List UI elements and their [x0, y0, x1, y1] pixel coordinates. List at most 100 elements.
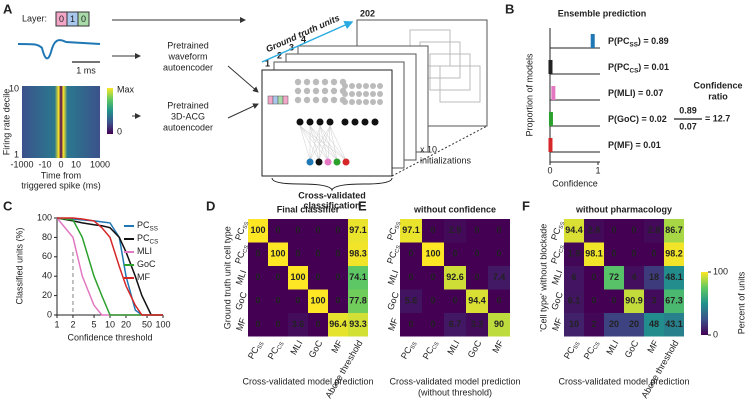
cell-label: 0 [295, 296, 300, 306]
row-label: PCSS [549, 219, 567, 242]
input-node [272, 95, 279, 105]
cell-label: 0 [255, 319, 260, 329]
cell-label: 74.1 [349, 272, 367, 282]
edge [319, 125, 329, 161]
column-label: GoC [307, 338, 325, 359]
panel-letter: C [3, 198, 13, 213]
latent-node [341, 118, 349, 126]
heatmap-cell [584, 219, 604, 243]
hidden-node [303, 78, 311, 86]
heatmap-cell [348, 242, 368, 266]
unit-index: 3 [289, 42, 294, 52]
encoder-label: Pretrained [167, 100, 209, 110]
ratio-denominator: 0.07 [679, 121, 697, 131]
heatmap-cell [288, 289, 308, 313]
row-label-run: P(MLI) = 0.07 [608, 88, 663, 98]
output-label: classification [303, 200, 360, 210]
heatmap-cell [604, 242, 624, 266]
hidden-node [312, 78, 320, 86]
layer-bit: 0 [81, 14, 86, 24]
cell-label: 94.4 [565, 225, 583, 235]
cell-label: 0 [591, 272, 596, 282]
hidden-node [330, 87, 338, 95]
legend-label-run: MLI [137, 246, 152, 256]
row-label: PCSS [385, 219, 403, 242]
x-axis-label: Confidence [552, 178, 598, 188]
cell-label: 0 [430, 272, 435, 282]
row-label: GoC [234, 290, 250, 311]
row-label-run: PC [233, 226, 247, 242]
heatmap-cell [268, 313, 288, 337]
cell-label: 6 [571, 272, 576, 282]
hidden-node [370, 99, 376, 105]
latent-node [361, 118, 369, 126]
column-label-run: MLI [605, 339, 621, 357]
cell-label: 98.1 [585, 249, 603, 259]
heatmap-cell [488, 219, 510, 243]
cell-label: 0 [651, 249, 656, 259]
heatmap-cell [466, 219, 488, 243]
input-node [267, 95, 274, 105]
cell-label: 1.9 [568, 249, 581, 259]
heatmap-cell [564, 266, 584, 290]
x-axis-label: (without threshold) [418, 387, 492, 397]
heatmap-cell [400, 242, 422, 266]
heatmap-cell [664, 289, 684, 313]
heatmap-cell [308, 219, 328, 243]
cell-label: 100 [310, 296, 325, 306]
panel-letter: F [522, 198, 530, 213]
hidden-node [303, 96, 311, 104]
column-label: MLI [446, 339, 462, 357]
heatmap-cell [584, 266, 604, 290]
row-label-run: ) = 0.89 [638, 36, 669, 46]
row-label-sub: CS [559, 244, 567, 254]
encoder-label: waveform [167, 51, 207, 61]
heatmap-cell [400, 313, 422, 337]
column-label: MF [330, 338, 345, 355]
row-label-run: ) = 0.01 [638, 62, 669, 72]
acg-ylabel: Firing rate decile [1, 89, 11, 156]
cell-label: 0 [315, 225, 320, 235]
heatmap-cell [288, 242, 308, 266]
row-label-run: P(MF) = 0.01 [608, 140, 661, 150]
cell-label: 2.8 [648, 225, 661, 235]
hidden-node [294, 96, 302, 104]
row-label-run: P(GoC) = 0.02 [608, 114, 667, 124]
edge [327, 125, 331, 161]
cell-label: 0 [496, 249, 501, 259]
row-label: P(PCCS) = 0.01 [608, 62, 669, 74]
heatmap-cell [422, 219, 444, 243]
heatmap-cell [328, 313, 348, 337]
ratio-result: = 12.7 [705, 113, 730, 123]
row-label-run: PC [385, 226, 399, 242]
hidden-node [330, 96, 338, 104]
x-tick-label: 5 [92, 319, 97, 329]
acg-ytick: 10 [9, 83, 19, 93]
heatmap-cell [444, 242, 466, 266]
cell-label: 0 [430, 296, 435, 306]
cell-label: 0 [611, 225, 616, 235]
column-label-run: GoC [623, 338, 641, 359]
edge [309, 125, 338, 161]
hidden-node [321, 78, 329, 86]
layer-bit: 0 [59, 14, 64, 24]
row-label: MLI [386, 269, 401, 287]
row-label-run: MLI [386, 269, 401, 287]
column-label-run: MF [491, 338, 506, 355]
unit-index: 2 [277, 50, 282, 60]
output-node [306, 158, 314, 166]
column-label-sub: CS [277, 341, 286, 351]
hidden-node [321, 96, 329, 104]
heatmap-cell [348, 266, 368, 290]
heatmap-cell [348, 289, 368, 313]
heatmap-cell [248, 266, 268, 290]
heatmap-cell [488, 266, 510, 290]
heatmap-cell [288, 313, 308, 337]
output-node [324, 158, 332, 166]
cell-label: 96.4 [329, 319, 347, 329]
colorbar-tick-label: 0 [713, 329, 718, 339]
latent-node [326, 118, 334, 126]
heatmap-cell [584, 242, 604, 266]
unit-index: 1 [265, 58, 270, 68]
